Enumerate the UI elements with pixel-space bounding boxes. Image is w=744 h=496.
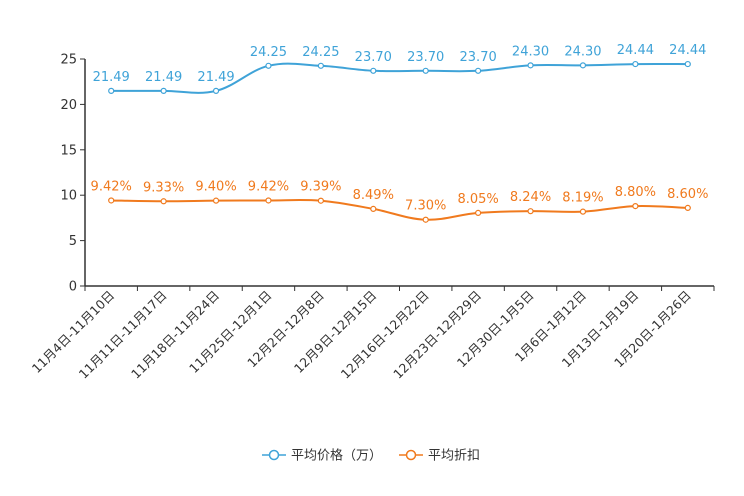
data-point[interactable] bbox=[370, 205, 377, 213]
data-label: 8.60% bbox=[667, 187, 708, 202]
y-tick-label: 20 bbox=[60, 98, 77, 113]
data-label: 24.44 bbox=[669, 43, 706, 58]
data-label: 24.44 bbox=[617, 43, 654, 58]
data-point[interactable] bbox=[212, 87, 220, 94]
data-label: 7.30% bbox=[405, 199, 446, 214]
data-label: 21.49 bbox=[93, 70, 130, 85]
data-label: 8.80% bbox=[615, 185, 656, 200]
legend-item-1[interactable]: 平均折扣 bbox=[399, 449, 480, 464]
data-point[interactable] bbox=[108, 87, 115, 94]
data-label: 23.70 bbox=[355, 50, 392, 65]
data-label: 24.30 bbox=[512, 44, 549, 59]
data-point[interactable] bbox=[108, 197, 115, 204]
data-label: 24.25 bbox=[250, 45, 287, 60]
data-label: 23.70 bbox=[407, 50, 444, 65]
x-tick-label: 11月11日-11月17日 bbox=[76, 288, 170, 382]
data-point[interactable] bbox=[527, 62, 534, 69]
data-point[interactable] bbox=[317, 62, 324, 69]
axes: 051015202511月4日-11月10日11月11日-11月17日11月18… bbox=[29, 53, 715, 382]
data-point[interactable] bbox=[160, 87, 167, 94]
data-label: 24.25 bbox=[302, 45, 339, 60]
legend-label: 平均价格（万） bbox=[291, 448, 382, 464]
data-label: 21.49 bbox=[145, 70, 182, 85]
y-tick-label: 10 bbox=[60, 189, 77, 204]
data-point[interactable] bbox=[422, 216, 429, 223]
data-point[interactable] bbox=[160, 198, 167, 205]
data-point[interactable] bbox=[684, 204, 691, 212]
data-label: 9.42% bbox=[248, 179, 289, 194]
data-point[interactable] bbox=[265, 62, 272, 69]
data-point[interactable] bbox=[684, 60, 691, 68]
data-label: 21.49 bbox=[197, 70, 234, 85]
data-point[interactable] bbox=[475, 209, 482, 217]
legend-item-0[interactable]: 平均价格（万） bbox=[262, 448, 382, 464]
legend-label: 平均折扣 bbox=[428, 449, 480, 464]
data-point[interactable] bbox=[527, 208, 534, 215]
data-label: 8.05% bbox=[457, 192, 498, 207]
data-point[interactable] bbox=[317, 197, 324, 204]
data-point[interactable] bbox=[579, 208, 587, 215]
legend-swatch-marker bbox=[405, 449, 417, 461]
data-point[interactable] bbox=[475, 67, 482, 74]
y-tick-label: 5 bbox=[69, 234, 77, 249]
data-point[interactable] bbox=[632, 60, 639, 68]
data-label: 8.49% bbox=[353, 188, 394, 203]
series-line-0 bbox=[111, 62, 688, 94]
data-point[interactable] bbox=[422, 67, 429, 74]
data-point[interactable] bbox=[632, 202, 639, 210]
data-label: 24.30 bbox=[564, 44, 601, 59]
series-line-1 bbox=[111, 198, 688, 221]
data-label: 8.19% bbox=[562, 191, 603, 206]
data-point[interactable] bbox=[212, 197, 220, 204]
y-tick-label: 0 bbox=[69, 280, 77, 295]
data-label: 9.40% bbox=[195, 180, 236, 195]
data-label: 9.39% bbox=[300, 180, 341, 195]
y-tick-label: 15 bbox=[60, 143, 77, 158]
x-tick-label: 11月18日-11月24日 bbox=[128, 288, 222, 382]
y-tick-label: 25 bbox=[60, 53, 77, 68]
data-label: 23.70 bbox=[460, 50, 497, 65]
data-label: 9.33% bbox=[143, 180, 184, 195]
data-labels: 21.49 21.49 21.49 24.25 24.25 23.70 23.70 23.70… bbox=[91, 43, 709, 214]
data-label: 9.42% bbox=[91, 179, 132, 194]
data-point[interactable] bbox=[579, 62, 587, 69]
data-point[interactable] bbox=[265, 197, 272, 204]
series-layer bbox=[108, 60, 691, 223]
x-tick-label: 12月23日-12月29日 bbox=[390, 288, 484, 382]
data-point[interactable] bbox=[370, 67, 377, 74]
data-label: 8.24% bbox=[510, 190, 551, 205]
legend[interactable]: 平均价格（万） 平均折扣 bbox=[262, 448, 480, 464]
legend-swatch-marker bbox=[268, 449, 280, 461]
x-tick-label: 12月16日-12月22日 bbox=[338, 288, 432, 382]
